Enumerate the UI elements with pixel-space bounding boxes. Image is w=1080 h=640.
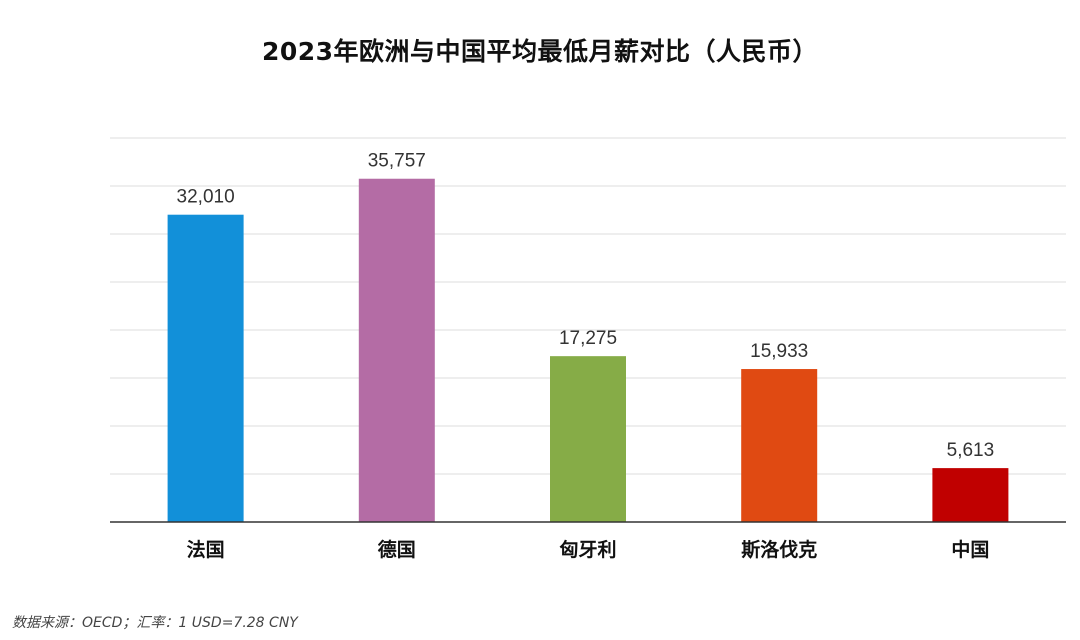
bar-value-label: 32,010 xyxy=(177,187,235,208)
bar-value-label: 5,613 xyxy=(947,440,995,461)
bar xyxy=(550,356,626,522)
x-tick-label: 斯洛伐克 xyxy=(741,538,817,561)
bar-value-label: 17,275 xyxy=(559,328,617,349)
bar xyxy=(358,178,435,523)
category-labels: 法国 德国 匈牙利 斯洛伐克 中国 xyxy=(187,538,990,561)
bar-value-label: 35,757 xyxy=(368,151,426,172)
chart-title: 2023年欧洲与中国平均最低月薪对比（人民币） xyxy=(261,37,819,66)
x-tick-label: 法国 xyxy=(187,538,225,561)
bars xyxy=(167,178,1009,523)
x-tick-label: 德国 xyxy=(378,538,416,561)
bar xyxy=(167,214,244,523)
bar xyxy=(741,369,818,522)
value-labels: 32,010 35,757 17,275 15,933 5,613 xyxy=(177,151,995,461)
bar-chart: 32,010 35,757 17,275 15,933 5,613 法国 德国 匈牙利 斯洛伐… xyxy=(110,137,1066,561)
source-note: 数据来源：OECD；汇率：1 USD=7.28 CNY xyxy=(12,615,298,631)
x-tick-label: 中国 xyxy=(951,538,989,561)
bar-value-label: 15,933 xyxy=(750,341,808,362)
bar xyxy=(932,468,1009,522)
x-tick-label: 匈牙利 xyxy=(559,538,616,561)
